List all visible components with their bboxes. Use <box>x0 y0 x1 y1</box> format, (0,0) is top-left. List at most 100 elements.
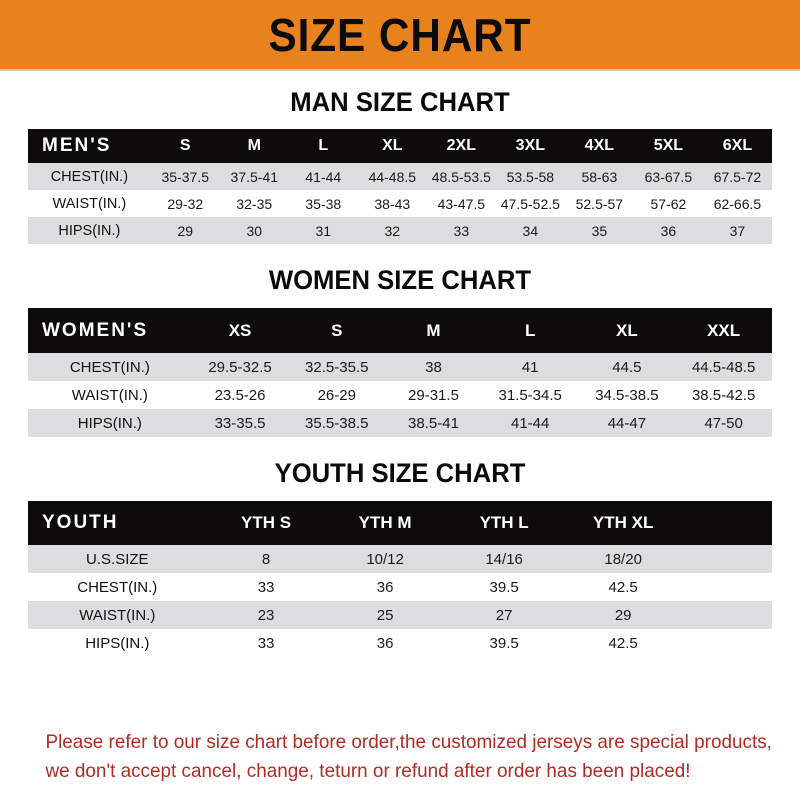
men-waist-l: 35-38 <box>305 195 342 212</box>
youth-hips-spacer <box>683 629 772 657</box>
women-chest-s: 32.5-35.5 <box>305 358 369 376</box>
youth-hips-xl: 42.5 <box>608 634 638 652</box>
youth-waist-m: 25 <box>376 606 394 624</box>
men-chest-6xl: 67.5-72 <box>713 168 762 185</box>
men-table-body: CHEST(IN.) 35-37.5 37.5-41 41-44 44-48.5… <box>28 163 772 244</box>
men-chest-s: 35-37.5 <box>161 168 209 185</box>
youth-header-label: YOUTH <box>42 512 119 533</box>
table-row: HIPS(IN.) 33 36 39.5 42.5 <box>28 629 772 657</box>
youth-chest-m: 36 <box>376 578 394 596</box>
women-waist-xxl: 38.5-42.5 <box>691 386 756 404</box>
women-header-size-xl: XL <box>616 320 638 340</box>
men-hips-4xl: 35 <box>591 222 608 239</box>
men-waist-6xl: 62-66.5 <box>713 195 762 212</box>
youth-chest-spacer <box>683 573 772 601</box>
section-title-women: WOMEN SIZE CHART <box>268 265 532 295</box>
youth-chest-xl: 42.5 <box>608 578 638 596</box>
men-header-size-6xl: 6XL <box>722 137 753 154</box>
women-chest-xs: 29.5-32.5 <box>208 358 272 376</box>
men-row-label-chest: CHEST(IN.) <box>50 168 129 185</box>
youth-us-size-xl: 18/20 <box>604 550 642 568</box>
men-header-size-4xl: 4XL <box>584 137 615 154</box>
women-waist-xs: 23.5-26 <box>214 386 266 404</box>
women-chest-xl: 44.5 <box>612 358 642 376</box>
youth-waist-s: 23 <box>257 606 275 624</box>
table-row: CHEST(IN.) 33 36 39.5 42.5 <box>28 573 772 601</box>
section-title-youth: YOUTH SIZE CHART <box>274 458 526 488</box>
women-hips-s: 35.5-38.5 <box>305 414 369 432</box>
header-banner: SIZE CHART <box>0 0 800 71</box>
women-waist-xl: 34.5-38.5 <box>595 386 659 404</box>
men-hips-xl: 32 <box>384 222 401 239</box>
women-row-label-hips: HIPS(IN.) <box>77 414 142 432</box>
youth-row-label-us-size: U.S.SIZE <box>86 550 149 568</box>
men-hips-2xl: 33 <box>453 222 470 239</box>
women-waist-s: 26-29 <box>317 386 356 404</box>
order-policy-note: Please refer to our size chart before or… <box>28 728 772 800</box>
youth-header-size-xl: YTH XL <box>592 513 654 532</box>
youth-waist-l: 27 <box>495 606 513 624</box>
men-chest-4xl: 58-63 <box>581 168 618 185</box>
women-table-header: WOMEN'S XS S M L XL XXL <box>28 308 772 353</box>
women-chest-m: 38 <box>425 358 442 376</box>
youth-header-size-s: YTH S <box>241 513 292 532</box>
women-chest-l: 41 <box>521 358 539 376</box>
chart-content: MAN SIZE CHART MEN'S S M L XL 2XL 3XL 4X… <box>0 71 800 800</box>
men-waist-4xl: 52.5-57 <box>575 195 624 212</box>
youth-size-table: YOUTH YTH S YTH M YTH L YTH XL U.S.SIZE … <box>28 501 772 657</box>
men-chest-2xl: 48.5-53.5 <box>431 168 491 185</box>
page-title: SIZE CHART <box>268 8 532 61</box>
men-hips-m: 30 <box>246 222 263 239</box>
men-chest-5xl: 63-67.5 <box>644 168 693 185</box>
men-chest-xl: 44-48.5 <box>368 168 417 185</box>
youth-table-body: U.S.SIZE 8 10/12 14/16 18/20 CHEST(IN.) … <box>28 545 772 657</box>
women-header-size-xs: XS <box>228 320 252 340</box>
men-header-size-xl: XL <box>382 137 403 154</box>
men-waist-5xl: 57-62 <box>650 195 687 212</box>
men-row-label-waist: WAIST(IN.) <box>52 195 127 212</box>
table-row: CHEST(IN.) 35-37.5 37.5-41 41-44 44-48.5… <box>28 163 772 190</box>
youth-header-spacer <box>683 501 772 545</box>
women-hips-xl: 44-47 <box>607 414 647 432</box>
men-hips-s: 29 <box>177 222 194 239</box>
men-header-size-m: M <box>247 137 261 154</box>
section-title-man: MAN SIZE CHART <box>290 87 510 117</box>
women-header-label: WOMEN'S <box>42 319 149 341</box>
youth-header-size-l: YTH L <box>479 513 529 532</box>
table-row: WAIST(IN.) 23.5-26 26-29 29-31.5 31.5-34… <box>28 381 772 409</box>
women-row-label-chest: CHEST(IN.) <box>69 358 150 376</box>
women-hips-xxl: 47-50 <box>704 414 743 432</box>
men-hips-3xl: 34 <box>522 222 539 239</box>
men-chest-l: 41-44 <box>305 168 342 185</box>
men-waist-s: 29-32 <box>167 195 204 212</box>
men-header-size-5xl: 5XL <box>653 137 684 154</box>
table-header-row: MEN'S S M L XL 2XL 3XL 4XL 5XL 6XL <box>28 129 772 163</box>
youth-chest-s: 33 <box>257 578 275 596</box>
men-chest-3xl: 53.5-58 <box>506 168 555 185</box>
table-row: HIPS(IN.) 29 30 31 32 33 34 35 36 37 <box>28 217 772 244</box>
men-table-header: MEN'S S M L XL 2XL 3XL 4XL 5XL 6XL <box>28 129 772 163</box>
women-hips-m: 38.5-41 <box>408 414 459 432</box>
women-chest-xxl: 44.5-48.5 <box>691 358 756 376</box>
men-header-size-l: L <box>318 137 329 154</box>
women-hips-xs: 33-35.5 <box>214 414 266 432</box>
men-waist-m: 32-35 <box>236 195 273 212</box>
youth-hips-s: 33 <box>257 634 275 652</box>
women-header-size-xxl: XXL <box>707 320 741 340</box>
youth-us-size-l: 14/16 <box>485 550 523 568</box>
men-header-label: MEN'S <box>42 135 112 156</box>
women-header-size-l: L <box>524 320 536 340</box>
men-waist-xl: 38-43 <box>374 195 411 212</box>
youth-chest-l: 39.5 <box>489 578 519 596</box>
youth-header-size-m: YTH M <box>358 513 412 532</box>
order-policy-line-2: we don't accept cancel, change, teturn o… <box>45 760 691 782</box>
order-policy-line-1: Please refer to our size chart before or… <box>45 731 772 753</box>
table-header-row: YOUTH YTH S YTH M YTH L YTH XL <box>28 501 772 545</box>
women-row-label-waist: WAIST(IN.) <box>71 386 148 404</box>
men-hips-6xl: 37 <box>729 222 746 239</box>
table-row: U.S.SIZE 8 10/12 14/16 18/20 <box>28 545 772 573</box>
men-waist-3xl: 47.5-52.5 <box>500 195 560 212</box>
youth-hips-l: 39.5 <box>489 634 519 652</box>
youth-row-label-hips: HIPS(IN.) <box>85 634 150 652</box>
table-header-row: WOMEN'S XS S M L XL XXL <box>28 308 772 353</box>
